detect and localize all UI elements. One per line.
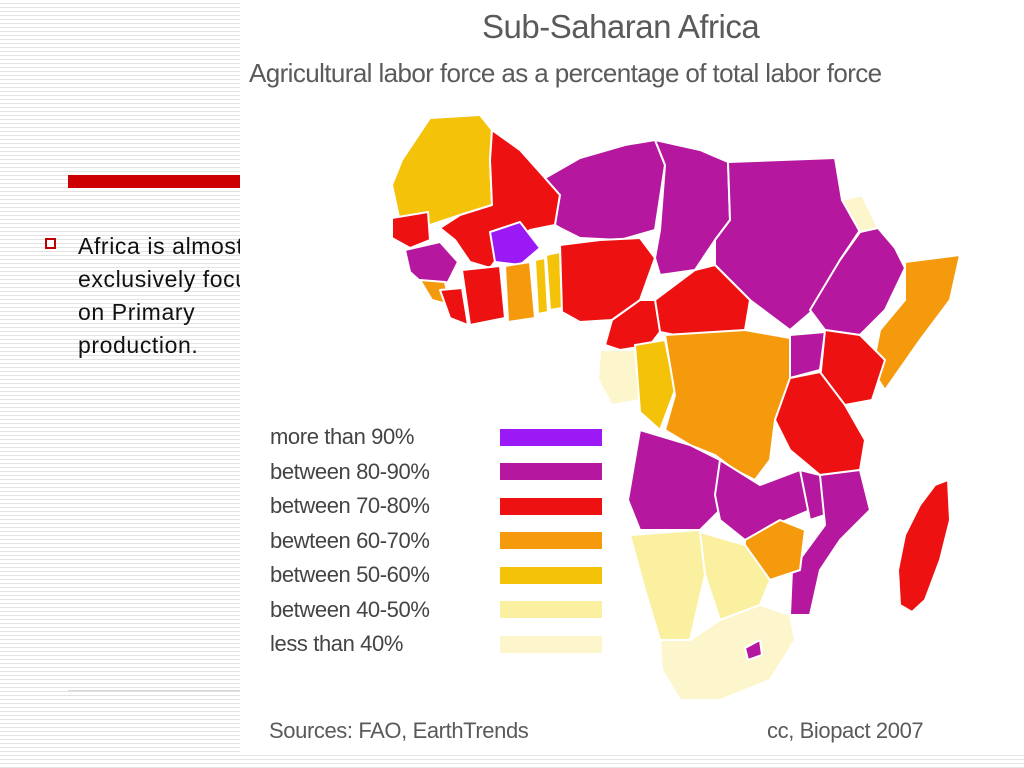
legend-label: bewteen 60-70% bbox=[270, 527, 430, 553]
legend-label: more than 90% bbox=[270, 424, 414, 450]
region-mozambique bbox=[789, 469, 871, 616]
legend-swatch bbox=[500, 497, 602, 515]
credit-text: cc, Biopact 2007 bbox=[767, 718, 924, 743]
region-lesotho bbox=[744, 639, 763, 661]
left-stripe-background bbox=[0, 0, 240, 768]
region-angola bbox=[627, 429, 731, 531]
legend-entry: between 80-90% bbox=[270, 455, 610, 490]
region-togo bbox=[534, 257, 549, 315]
legend-swatch bbox=[500, 601, 602, 619]
region-congo bbox=[634, 339, 676, 431]
legend-entry: between 40-50% bbox=[270, 593, 610, 628]
legend-label: between 70-80% bbox=[270, 493, 430, 519]
legend-swatch bbox=[500, 566, 602, 584]
region-senegal bbox=[391, 211, 431, 249]
legend-label: between 80-90% bbox=[270, 458, 430, 484]
region-namibia bbox=[629, 529, 706, 641]
legend-swatch bbox=[500, 532, 602, 550]
legend-entry: between 50-60% bbox=[270, 558, 610, 593]
legend-entry: between 70-80% bbox=[270, 489, 610, 524]
hollow-square-bullet-icon bbox=[45, 238, 56, 249]
legend-label: less than 40% bbox=[270, 631, 403, 657]
region-mauritania bbox=[391, 114, 493, 226]
title-accent-bar bbox=[68, 175, 240, 188]
legend-label: between 50-60% bbox=[270, 562, 430, 588]
legend-label: between 40-50% bbox=[270, 596, 430, 622]
legend-swatch bbox=[500, 635, 602, 653]
region-guinea bbox=[404, 241, 459, 289]
region-ghana bbox=[504, 261, 536, 323]
legend-entry: less than 40% bbox=[270, 627, 610, 662]
bottom-stripe-background bbox=[240, 752, 1024, 768]
region-burkina-faso bbox=[489, 221, 541, 266]
sources-text: Sources: FAO, EarthTrends bbox=[269, 718, 529, 743]
map-title: Sub-Saharan Africa bbox=[482, 8, 760, 45]
legend-entry: bewteen 60-70% bbox=[270, 524, 610, 559]
region-gabon bbox=[597, 349, 641, 406]
footer-divider bbox=[68, 690, 240, 691]
region-madagascar bbox=[897, 479, 951, 613]
region-somalia bbox=[871, 254, 961, 391]
legend-swatch bbox=[500, 463, 602, 481]
region-south-africa bbox=[659, 604, 796, 701]
map-subtitle: Agricultural labor force as a percentage… bbox=[249, 58, 882, 88]
region-central-african-republic bbox=[654, 264, 751, 341]
region-cote-divoire bbox=[461, 265, 506, 326]
region-niger bbox=[544, 139, 666, 241]
region-cameroon bbox=[604, 299, 661, 351]
legend-swatch bbox=[500, 428, 602, 446]
region-liberia bbox=[439, 287, 469, 326]
legend-entry: more than 90% bbox=[270, 420, 610, 455]
map-legend: more than 90% between 80-90% between 70-80… bbox=[270, 420, 610, 662]
